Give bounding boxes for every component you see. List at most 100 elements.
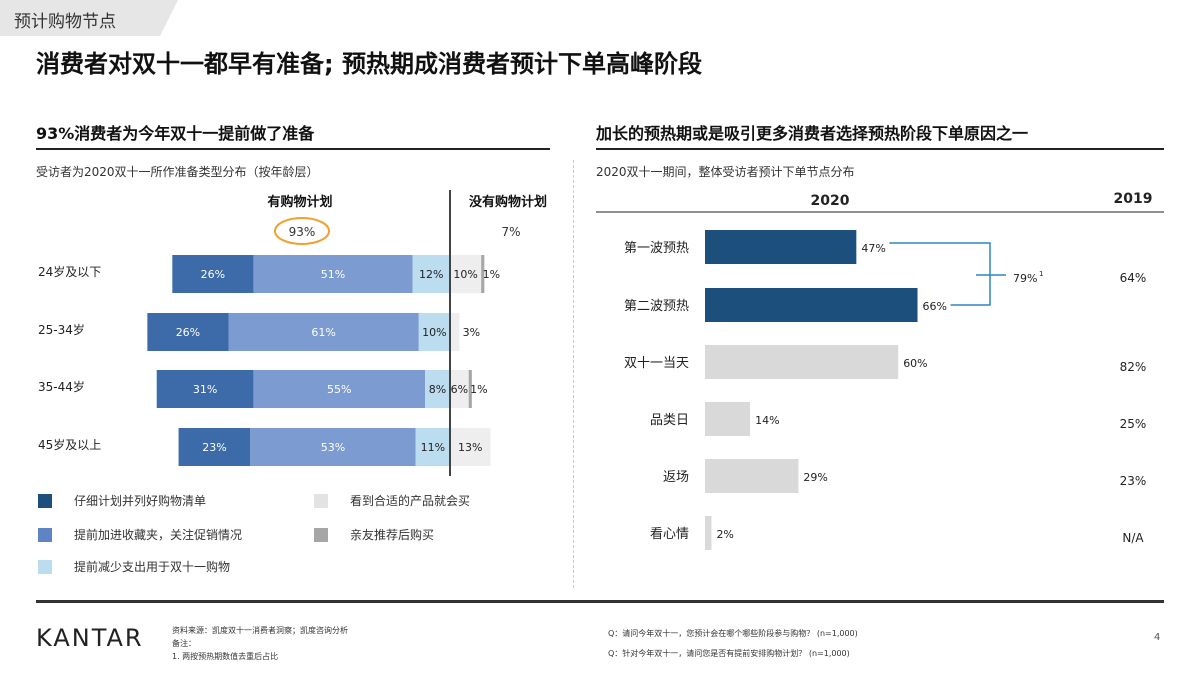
left-panel-title: 93%消费者为今年双十一提前做了准备 bbox=[36, 124, 315, 143]
bar-segment bbox=[418, 313, 450, 351]
left-title-rule bbox=[36, 148, 550, 150]
bar-segment bbox=[450, 313, 460, 351]
column-header-2019: 2019 bbox=[1114, 191, 1153, 207]
section-tag-label: 预计购物节点 bbox=[14, 12, 116, 32]
bar bbox=[705, 345, 899, 379]
bar-segment bbox=[228, 313, 419, 351]
bar-value-label: 53% bbox=[321, 441, 345, 454]
bar-segment bbox=[468, 370, 472, 408]
category-label: 品类日 bbox=[650, 413, 689, 428]
bar-segment bbox=[172, 255, 254, 293]
question-2: Q：针对今年双十一，请问您是否有提前安排购物计划？ (n=1,000) bbox=[608, 649, 850, 658]
bar-value-label: 8% bbox=[429, 383, 446, 396]
bar-value-label: 6% bbox=[451, 383, 468, 396]
bar bbox=[705, 288, 918, 322]
bar-segment bbox=[415, 428, 450, 466]
category-label: 45岁及以上 bbox=[38, 437, 101, 452]
legend-label: 看到合适的产品就会买 bbox=[350, 494, 471, 508]
age-stacked-bar-chart: 有购物计划 没有购物计划 93% 7% 24岁及以下 26% 51% 12% 10% 1% 25-3… bbox=[38, 190, 547, 476]
value-2019: 25% bbox=[1120, 417, 1147, 431]
bracket-footnote: 1 bbox=[1039, 270, 1043, 278]
value-2019: N/A bbox=[1122, 531, 1144, 545]
category-label: 双十一当天 bbox=[624, 356, 689, 371]
bar-value-label: 47% bbox=[861, 242, 885, 255]
bar bbox=[705, 459, 799, 493]
question-1: Q：请问今年双十一，您预计会在哪个哪些阶段参与购物？ (n=1,000) bbox=[608, 629, 858, 638]
bar-value-label: 12% bbox=[419, 268, 443, 281]
bar-value-label: 10% bbox=[453, 268, 477, 281]
without-plan-total: 7% bbox=[501, 225, 520, 239]
bar-value-label: 13% bbox=[458, 441, 482, 454]
bar bbox=[705, 516, 712, 550]
chart-legend: 仔细计划并列好购物清单 提前加进收藏夹，关注促销情况 提前减少支出用于双十一购物… bbox=[36, 492, 556, 584]
bar-value-label: 61% bbox=[311, 326, 335, 339]
legend-label: 提前加进收藏夹，关注促销情况 bbox=[74, 528, 243, 542]
bar-value-label: 31% bbox=[193, 383, 217, 396]
legend-swatch bbox=[314, 493, 328, 508]
right-panel-subtitle: 2020双十一期间，整体受访者预计下单节点分布 bbox=[596, 165, 855, 179]
legend-label: 提前减少支出用于双十一购物 bbox=[74, 560, 231, 574]
category-label: 35-44岁 bbox=[38, 379, 85, 394]
note-1: 1. 两按预热期数值去重后占比 bbox=[172, 652, 279, 661]
bar-value-label: 66% bbox=[923, 300, 947, 313]
without-plan-header: 没有购物计划 bbox=[469, 194, 547, 210]
bar-value-label: 10% bbox=[422, 326, 446, 339]
bar bbox=[705, 402, 751, 436]
bracket-total: 79% bbox=[1013, 272, 1037, 285]
bar-value-label: 51% bbox=[321, 268, 345, 281]
bar-value-label: 29% bbox=[803, 471, 827, 484]
page-number: 4 bbox=[1154, 632, 1161, 643]
legend-label: 亲友推荐后购买 bbox=[350, 528, 435, 542]
bar-value-label: 14% bbox=[755, 414, 779, 427]
bar-value-label: 1% bbox=[470, 383, 487, 396]
bar-value-label: 11% bbox=[421, 441, 445, 454]
value-2019: 23% bbox=[1120, 474, 1147, 488]
category-label: 25-34岁 bbox=[38, 322, 85, 337]
footer-rule bbox=[36, 600, 1164, 603]
footer-source: 资料来源：凯度双十一消费者洞察；凯度咨询分析 备注： 1. 两按预热期数值去重后… bbox=[172, 624, 348, 663]
bar-segment bbox=[450, 255, 482, 293]
right-panel-title: 加长的预热期或是吸引更多消费者选择预热阶段下单原因之一 bbox=[596, 124, 1029, 143]
bar-segment bbox=[147, 313, 229, 351]
value-2019: 82% bbox=[1120, 360, 1147, 374]
bar-segment bbox=[253, 370, 426, 408]
category-label: 第二波预热 bbox=[624, 299, 689, 314]
with-plan-total: 93% bbox=[289, 225, 316, 239]
legend-item: 提前加进收藏夹，关注促销情况 bbox=[38, 526, 242, 543]
bar-value-label: 60% bbox=[903, 357, 927, 370]
bar-value-label: 26% bbox=[201, 268, 225, 281]
bar-value-label: 3% bbox=[463, 326, 480, 339]
legend-swatch bbox=[38, 527, 52, 542]
bar-segment bbox=[450, 428, 491, 466]
category-label: 返场 bbox=[663, 470, 689, 485]
section-tag: 预计购物节点 bbox=[0, 0, 180, 36]
order-timing-bar-chart: 2020 2019 第一波预热 47% 64% 第二波预热 66% 双十一当天 60% 82% 品类… bbox=[596, 191, 1164, 550]
bar-value-label: 1% bbox=[483, 268, 500, 281]
kantar-logo: KANTAR bbox=[36, 624, 144, 652]
highlight-circle bbox=[274, 217, 330, 245]
bracket-line bbox=[889, 242, 991, 306]
bar-value-label: 2% bbox=[716, 528, 733, 541]
with-plan-header: 有购物计划 bbox=[267, 194, 332, 210]
panel-divider bbox=[573, 160, 574, 588]
legend-item: 提前减少支出用于双十一购物 bbox=[38, 558, 230, 575]
bar-segment bbox=[450, 370, 469, 408]
left-panel-subtitle: 受访者为2020双十一所作准备类型分布（按年龄层） bbox=[36, 165, 319, 179]
bar-segment bbox=[250, 428, 416, 466]
legend-swatch bbox=[38, 559, 52, 574]
legend-swatch bbox=[314, 527, 328, 542]
category-label: 第一波预热 bbox=[624, 241, 689, 256]
bar-segment bbox=[253, 255, 413, 293]
category-label: 看心情 bbox=[650, 526, 689, 542]
legend-item: 仔细计划并列好购物清单 bbox=[38, 492, 206, 509]
footer-questions: Q：请问今年双十一，您预计会在哪个哪些阶段参与购物？ (n=1,000) Q：针… bbox=[608, 624, 858, 664]
bar-value-label: 23% bbox=[202, 441, 226, 454]
category-label: 24岁及以下 bbox=[38, 264, 101, 279]
column-header-2020: 2020 bbox=[811, 193, 850, 209]
bar-value-label: 26% bbox=[176, 326, 200, 339]
bar-segment bbox=[412, 255, 450, 293]
legend-label: 仔细计划并列好购物清单 bbox=[74, 494, 207, 508]
right-title-rule bbox=[596, 148, 1164, 150]
legend-swatch bbox=[38, 493, 52, 508]
bar-segment bbox=[156, 370, 254, 408]
